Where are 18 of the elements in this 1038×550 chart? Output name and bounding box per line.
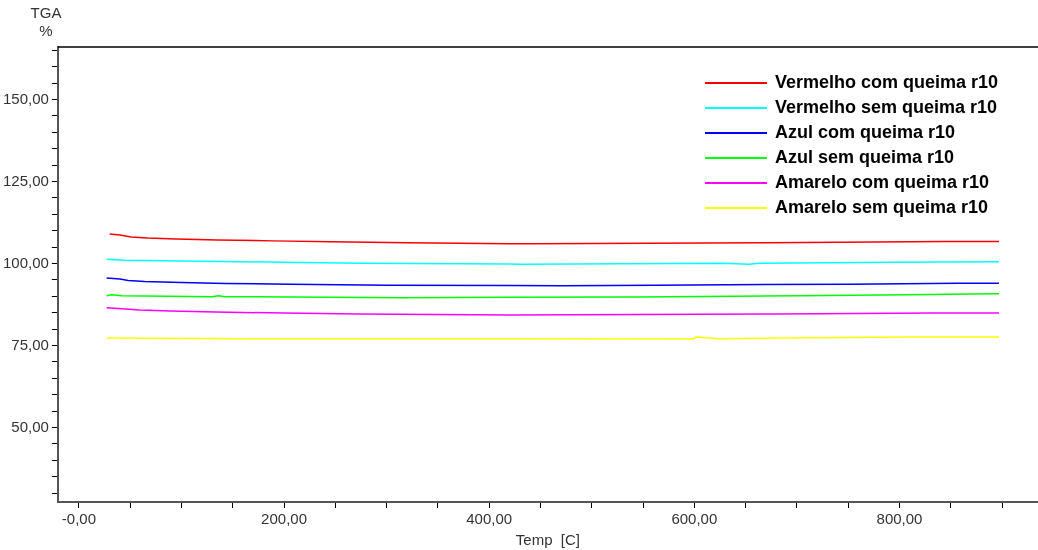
x-axis-title: Temp [C] [515, 531, 581, 549]
y-tick-label: 100,00 [2, 253, 49, 271]
legend-label: Amarelo com queima r10 [774, 172, 989, 193]
y-axis-title: TGA % [29, 4, 63, 40]
y-tick-label: 75,00 [11, 335, 49, 353]
x-tick-label: 400,00 [466, 510, 513, 528]
x-tick-label: 600,00 [671, 510, 718, 528]
x-tick-label: 800,00 [876, 510, 923, 528]
legend-label: Amarelo sem queima r10 [774, 197, 989, 218]
legend-label: Vermelho sem queima r10 [774, 97, 998, 118]
legend-label: Vermelho com queima r10 [774, 72, 998, 93]
x-tick-label: 200,00 [261, 510, 308, 528]
legend-label: Azul com queima r10 [774, 122, 955, 143]
y-tick-label: 150,00 [2, 89, 49, 107]
y-tick-label: 50,00 [11, 417, 49, 435]
legend-label: Azul sem queima r10 [774, 147, 954, 168]
y-tick-label: 125,00 [2, 171, 49, 189]
x-tick-label: -0,00 [61, 510, 97, 528]
